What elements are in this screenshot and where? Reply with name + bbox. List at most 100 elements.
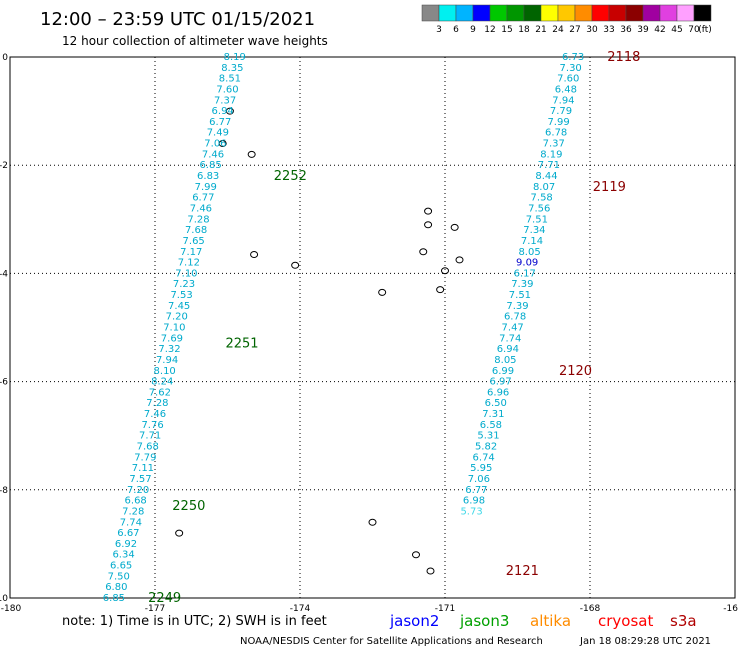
island-outline [450, 223, 459, 231]
colorbar-swatch [659, 4, 678, 22]
y-tick-label: 0 [2, 53, 8, 63]
swh-point-label: 7.94 [552, 95, 574, 106]
swh-point-label: 7.37 [214, 95, 236, 106]
colorbar-tick-label: 9 [470, 25, 476, 35]
colorbar-swatch [557, 4, 576, 22]
swh-point-label: 8.24 [151, 377, 173, 388]
colorbar-tick-label: 70 [688, 25, 700, 35]
swh-point-label: 7.50 [108, 571, 130, 582]
swh-point-label: 6.78 [504, 312, 526, 323]
islands [175, 107, 464, 575]
swh-point-label: 7.62 [149, 387, 171, 398]
island-outline [291, 261, 300, 269]
swh-point-label: 7.32 [158, 344, 180, 355]
swh-point-label: 8.10 [154, 366, 176, 377]
x-tick-label: -174 [290, 604, 311, 614]
island-outline [424, 207, 433, 215]
swh-point-label: 8.44 [535, 171, 557, 182]
colorbar-tick-label: 21 [535, 25, 546, 35]
colorbar-swatch [676, 4, 695, 22]
swh-point-label: 7.65 [183, 236, 205, 247]
swh-point-label: 7.10 [163, 323, 185, 334]
swh-point-label: 7.39 [511, 279, 533, 290]
swh-point-label: 6.99 [492, 366, 514, 377]
swh-point-label: 7.51 [526, 214, 548, 225]
colorbar-swatch [591, 4, 610, 22]
swh-point-label: 7.51 [509, 290, 531, 301]
pass-time-label: 2249 [148, 591, 181, 606]
swh-point-label: 8.19 [224, 52, 246, 63]
swh-point-label: 7.57 [129, 474, 151, 485]
island-outline [419, 248, 428, 256]
pass-time-label: 2119 [593, 180, 626, 195]
swh-point-label: 7.34 [523, 225, 545, 236]
swh-point-label: 8.51 [219, 74, 241, 85]
colorbar-swatch [693, 4, 712, 22]
y-tick-label: -4 [0, 269, 8, 279]
swh-point-label: 7.68 [137, 442, 159, 453]
swh-point-label: 6.97 [489, 377, 511, 388]
swh-point-label: 6.83 [197, 171, 219, 182]
colorbar-swatch [472, 4, 491, 22]
swh-point-label: 6.17 [514, 268, 536, 279]
colorbar-tick-label: 24 [552, 25, 564, 35]
swh-point-label: 7.14 [521, 236, 543, 247]
swh-point-label: 7.60 [557, 74, 579, 85]
swh-point-label: 6.98 [463, 496, 485, 507]
swh-point-label: 7.31 [482, 409, 504, 420]
swh-point-label: 6.73 [562, 52, 584, 63]
island-outline [441, 267, 449, 275]
colorbar-swatch [421, 4, 440, 22]
swh-point-label: 7.37 [543, 139, 565, 150]
data-points: 8.198.358.517.607.376.946.777.497.067.46… [103, 52, 584, 604]
island-outline [436, 286, 445, 294]
grid [9, 56, 736, 599]
swh-point-label: 9.09 [516, 258, 538, 269]
swh-point-label: 6.80 [105, 582, 127, 593]
colorbar-swatch [489, 4, 508, 22]
island-outline [424, 221, 433, 229]
swh-point-label: 6.77 [209, 117, 231, 128]
colorbar-swatch [523, 4, 542, 22]
colorbar-swatch [625, 4, 644, 22]
colorbar-swatch [438, 4, 457, 22]
colorbar-tick-label: 6 [453, 25, 459, 35]
swh-point-label: 6.77 [465, 485, 487, 496]
colorbar-tick-label: 12 [484, 25, 495, 35]
island-outline [368, 518, 377, 526]
swh-point-label: 7.28 [122, 506, 144, 517]
swh-point-label: 5.73 [460, 506, 482, 517]
swh-point-label: 6.92 [115, 539, 137, 550]
swh-point-label: 7.56 [528, 203, 550, 214]
satellite-legend-item: jason3 [459, 612, 509, 630]
swh-point-label: 7.28 [146, 398, 168, 409]
colorbar-swatch [455, 4, 474, 22]
x-tick-labels: -180 -177 -174 -171 -168 -16 [1, 604, 738, 614]
colorbar-tick-label: 18 [518, 25, 530, 35]
y-tick-label: -6 [0, 378, 8, 388]
colorbar-swatch [540, 4, 559, 22]
chart-title: 12:00 – 23:59 UTC 01/15/2021 [40, 9, 315, 30]
pass-time-label: 2118 [607, 50, 640, 65]
swh-point-label: 7.58 [531, 193, 553, 204]
y-tick-label: -8 [0, 486, 8, 496]
swh-point-label: 6.74 [473, 452, 495, 463]
pass-time-label: 2120 [559, 364, 592, 379]
island-outline [250, 250, 259, 258]
colorbar-tick-label: 39 [637, 25, 649, 35]
swh-point-label: 7.49 [207, 128, 229, 139]
pass-time-label: 2251 [225, 337, 258, 352]
swh-point-label: 7.46 [144, 409, 166, 420]
swh-point-label: 6.96 [487, 387, 509, 398]
swh-point-label: 7.28 [187, 214, 209, 225]
swh-point-label: 7.46 [190, 203, 212, 214]
pass-time-label: 2250 [172, 499, 205, 514]
swh-point-label: 7.60 [216, 84, 238, 95]
y-tick-label: -2 [0, 161, 8, 171]
colorbar-tick-label: 30 [586, 25, 598, 35]
plot-frame [9, 56, 736, 599]
swh-point-label: 7.30 [560, 63, 582, 74]
swh-point-label: 7.06 [468, 474, 490, 485]
